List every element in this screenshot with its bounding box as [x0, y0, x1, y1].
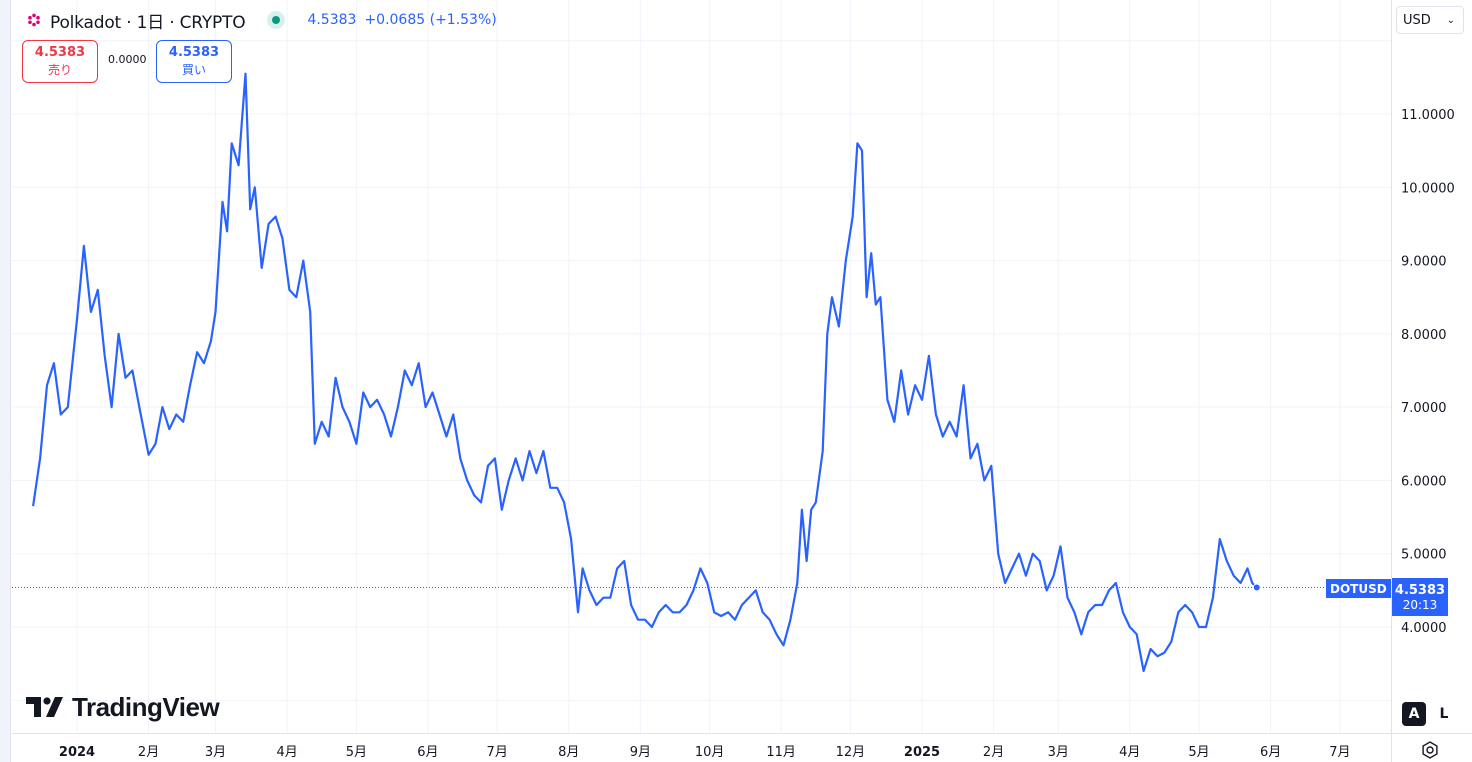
y-tick-label: 10.0000 — [1401, 181, 1455, 196]
y-tick-label: 4.0000 — [1401, 621, 1447, 636]
x-tick-label: 3月 — [1048, 745, 1069, 760]
grid-lines — [12, 0, 1391, 733]
left-panel-edge — [0, 0, 11, 762]
x-tick-label: 12月 — [836, 745, 866, 760]
legend-price: 4.5383 — [307, 12, 357, 28]
sell-price: 4.5383 — [34, 45, 86, 60]
y-tick-label: 7.0000 — [1401, 401, 1447, 416]
price-series-line — [32, 72, 1258, 673]
symbol-title[interactable]: Polkadot · 1日 · CRYPTO — [50, 12, 246, 33]
x-tick-label: 3月 — [205, 745, 226, 760]
price-axis: 11.0000 10.0000 9.0000 8.0000 7.0000 6.0000 5.… — [1401, 108, 1455, 636]
market-status-icon[interactable] — [267, 11, 286, 29]
gear-icon[interactable] — [1419, 739, 1441, 761]
sell-button[interactable]: 4.5383 売り — [22, 40, 98, 83]
legend-change: +0.0685 (+1.53%) — [364, 12, 497, 28]
y-tick-label: 8.0000 — [1401, 328, 1447, 343]
x-tick-label: 8月 — [558, 745, 579, 760]
auto-scale-button[interactable]: A — [1402, 702, 1426, 726]
x-tick-label: 5月 — [346, 745, 367, 760]
time-axis: 2024 2月 3月 4月 5月 6月 7月 8月 9月 10月 11月 12月 2025 2月 3月 4月 5… — [59, 745, 1351, 760]
x-tick-label: 5月 — [1188, 745, 1209, 760]
last-price-value: 4.5383 — [1394, 582, 1446, 598]
x-tick-label: 2024 — [59, 745, 95, 760]
x-tick-label: 2025 — [904, 745, 940, 760]
polkadot-logo-icon — [26, 12, 42, 28]
tradingview-mark-icon — [26, 697, 63, 717]
y-tick-label: 6.0000 — [1401, 474, 1447, 489]
currency-select[interactable]: USD ⌄ — [1396, 6, 1464, 34]
x-tick-label: 2月 — [138, 745, 159, 760]
bar-countdown: 20:13 — [1402, 597, 1438, 612]
y-tick-label: 9.0000 — [1401, 255, 1447, 270]
symbol-price-tag: DOTUSD — [1326, 579, 1391, 598]
symbol-legend: Polkadot · 1日 · CRYPTO 4.5383 +0.0685 (+… — [26, 8, 497, 33]
x-tick-label: 10月 — [695, 745, 725, 760]
x-tick-label: 6月 — [417, 745, 438, 760]
y-tick-label: 11.0000 — [1401, 108, 1455, 123]
spread-value: 0.0000 — [108, 53, 147, 66]
last-price-point — [1252, 583, 1261, 592]
x-tick-label: 7月 — [1329, 745, 1350, 760]
buy-label: 買い — [181, 63, 206, 77]
chevron-down-icon: ⌄ — [1446, 14, 1455, 26]
x-tick-label: 11月 — [766, 745, 796, 760]
tradingview-logo[interactable]: TradingView — [26, 691, 220, 722]
buy-price: 4.5383 — [168, 45, 220, 60]
buy-button[interactable]: 4.5383 買い — [156, 40, 232, 83]
x-tick-label: 2月 — [983, 745, 1004, 760]
y-tick-label: 5.0000 — [1401, 548, 1447, 563]
x-tick-label: 4月 — [1119, 745, 1140, 760]
brand-name: TradingView — [72, 691, 220, 722]
last-price-label: 4.5383 20:13 — [1392, 578, 1448, 616]
log-scale-button[interactable]: L — [1432, 702, 1456, 726]
sell-label: 売り — [47, 63, 72, 77]
x-tick-label: 9月 — [630, 745, 651, 760]
x-tick-label: 7月 — [487, 745, 508, 760]
x-tick-label: 4月 — [276, 745, 297, 760]
currency-value: USD — [1403, 12, 1431, 28]
x-tick-label: 6月 — [1260, 745, 1281, 760]
